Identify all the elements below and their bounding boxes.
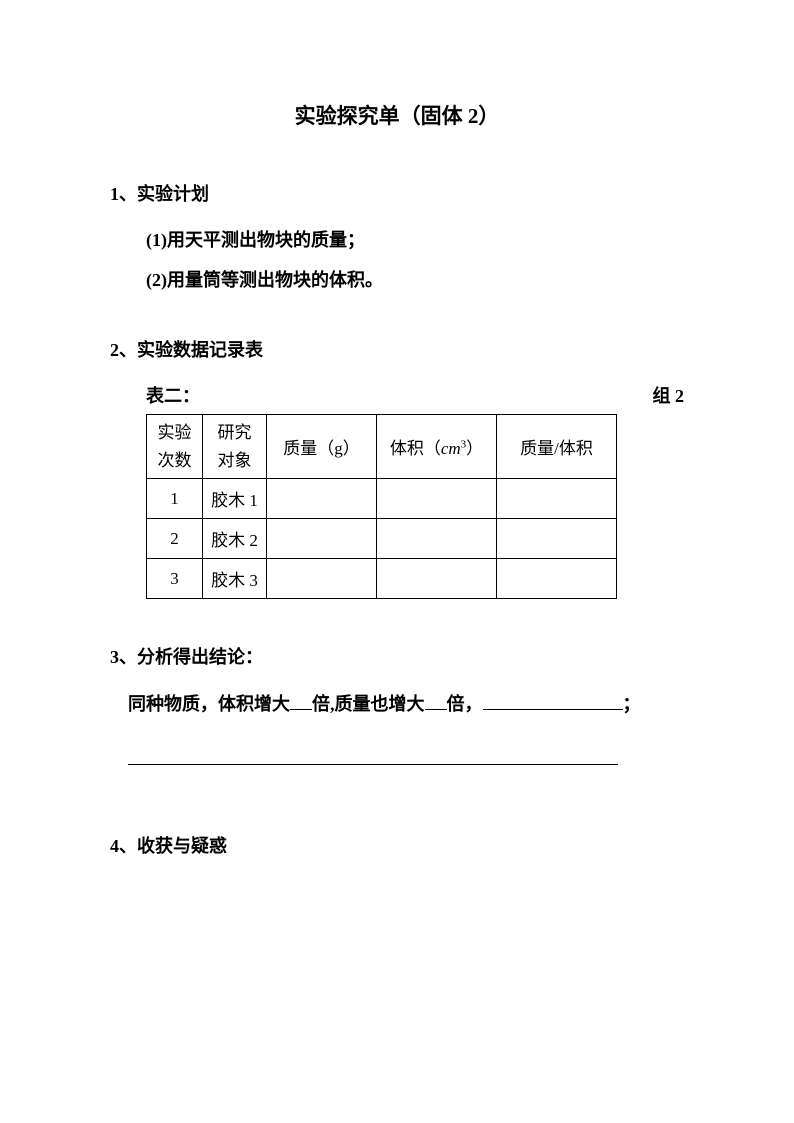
cell-ratio[interactable] <box>497 559 617 599</box>
conclusion-p1: 同种物质，体积增大 <box>128 694 290 714</box>
blank-field-2[interactable] <box>425 692 447 710</box>
table-header-row: 实验 次数 研究 对象 质量（g） 体积（cm3） 质量/体积 <box>147 415 617 479</box>
section-2-heading: 2、实验数据记录表 <box>110 336 684 362</box>
col-header-num: 实验 次数 <box>147 415 203 479</box>
conclusion-line-2 <box>110 747 684 770</box>
conclusion-line-1: 同种物质，体积增大 倍,质量也增大 倍， ； <box>128 689 684 719</box>
col-header-num-line2: 次数 <box>147 447 202 475</box>
section-4-heading: 4、收获与疑惑 <box>110 832 684 858</box>
table-row: 3 胶木 3 <box>147 559 617 599</box>
table-row: 1 胶木 1 <box>147 479 617 519</box>
col-header-obj: 研究 对象 <box>203 415 267 479</box>
plan-item-1: (1)用天平测出物块的质量； <box>146 226 684 252</box>
blank-field-1[interactable] <box>290 692 312 710</box>
col-header-vol: 体积（cm3） <box>377 415 497 479</box>
cell-obj: 胶木 1 <box>203 479 267 519</box>
vol-suffix: ） <box>466 439 483 458</box>
cell-mass[interactable] <box>267 479 377 519</box>
cell-num: 3 <box>147 559 203 599</box>
vol-prefix: 体积（ <box>390 439 441 458</box>
data-table: 实验 次数 研究 对象 质量（g） 体积（cm3） 质量/体积 1 胶木 1 2… <box>146 414 617 599</box>
col-header-ratio: 质量/体积 <box>497 415 617 479</box>
cell-mass[interactable] <box>267 519 377 559</box>
cell-obj: 胶木 3 <box>203 559 267 599</box>
section-1-heading: 1、实验计划 <box>110 180 684 206</box>
plan-item-2: (2)用量筒等测出物块的体积。 <box>146 266 684 292</box>
cell-ratio[interactable] <box>497 519 617 559</box>
cell-vol[interactable] <box>377 559 497 599</box>
col-header-num-line1: 实验 <box>147 419 202 447</box>
conclusion-p4: ； <box>623 694 641 714</box>
table-caption-row: 表二： 组 2 <box>146 382 684 408</box>
cell-obj: 胶木 2 <box>203 519 267 559</box>
col-header-obj-line1: 研究 <box>203 419 266 447</box>
group-label: 组 2 <box>653 382 685 408</box>
table-label: 表二： <box>146 382 200 408</box>
cell-vol[interactable] <box>377 479 497 519</box>
conclusion-p3: 倍， <box>447 694 483 714</box>
col-header-obj-line2: 对象 <box>203 447 266 475</box>
cell-num: 1 <box>147 479 203 519</box>
page-title: 实验探究单（固体 2） <box>110 100 684 130</box>
table-row: 2 胶木 2 <box>147 519 617 559</box>
cell-vol[interactable] <box>377 519 497 559</box>
conclusion-p2: 倍,质量也增大 <box>312 694 425 714</box>
cell-ratio[interactable] <box>497 479 617 519</box>
blank-field-3[interactable] <box>483 692 623 710</box>
section-3-heading: 3、分析得出结论： <box>110 643 684 669</box>
blank-field-4[interactable] <box>128 747 618 765</box>
col-header-mass: 质量（g） <box>267 415 377 479</box>
vol-unit: cm <box>441 439 461 458</box>
cell-mass[interactable] <box>267 559 377 599</box>
cell-num: 2 <box>147 519 203 559</box>
